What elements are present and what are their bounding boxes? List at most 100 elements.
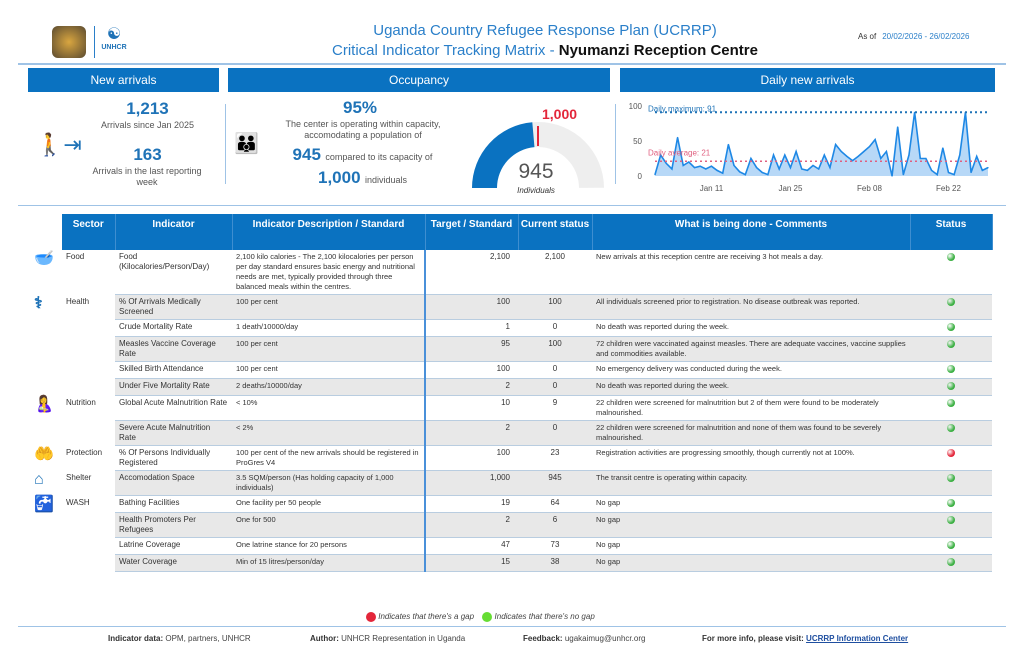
x-tick-label: Feb 22 bbox=[936, 184, 961, 193]
indicator-cell: Latrine Coverage bbox=[115, 537, 232, 555]
data-point bbox=[750, 157, 752, 160]
header-divider bbox=[18, 63, 1006, 65]
centre-name: Nyumanzi Reception Centre bbox=[558, 42, 758, 59]
x-tick-label: Jan 11 bbox=[700, 184, 724, 193]
comment-cell: All individuals screened prior to regist… bbox=[592, 294, 910, 320]
data-point bbox=[891, 175, 893, 177]
status-dot-icon bbox=[947, 382, 955, 390]
target-cell: 19 bbox=[425, 495, 518, 513]
current-status-cell: 23 bbox=[518, 445, 592, 471]
table-row: Protection % Of Persons Individually Reg… bbox=[62, 445, 992, 471]
description-cell: 3.5 SQM/person (Has holding capacity of … bbox=[232, 470, 426, 496]
daily-arrivals-chart: 0 50 100 Jan 11 Jan 25 Feb 08 Feb 22 Daily maxi… bbox=[629, 102, 989, 193]
data-point bbox=[930, 169, 933, 171]
target-cell: 2 bbox=[425, 512, 518, 538]
description-cell: 2,100 kilo calories - The 2,100 kilocalo… bbox=[232, 250, 426, 295]
author-value: UNHCR Representation in Uganda bbox=[341, 634, 466, 643]
status-dot-icon bbox=[947, 516, 955, 524]
walking-person-icon: 🚶⇥ bbox=[36, 132, 82, 157]
data-point bbox=[761, 171, 763, 174]
data-point bbox=[739, 171, 741, 173]
data-point bbox=[795, 150, 797, 153]
description-cell: One for 500 bbox=[232, 512, 426, 538]
table-row: Latrine Coverage One latrine stance for … bbox=[62, 537, 992, 555]
sector-cell bbox=[62, 554, 115, 572]
target-cell: 100 bbox=[425, 361, 518, 379]
table-row: Nutrition Global Acute Malnutrition Rate… bbox=[62, 395, 992, 421]
arrivals-week-label: Arrivals in the last reporting week bbox=[92, 166, 202, 187]
unhcr-logo-text: UNHCR bbox=[101, 44, 127, 51]
column-header: Indicator bbox=[115, 214, 233, 250]
comment-cell: Registration activities are progressing … bbox=[592, 445, 910, 471]
indicator-cell: Food (Kilocalories/Person/Day) bbox=[115, 250, 232, 295]
sector-cell bbox=[62, 319, 115, 337]
footer-more-info: For more info, please visit: UCRRP Infor… bbox=[702, 634, 908, 643]
data-point bbox=[936, 174, 938, 176]
max-label: Daily maximum: 91 bbox=[648, 104, 717, 113]
unhcr-logo: ☯ UNHCR bbox=[101, 26, 127, 51]
sector-cell: Shelter bbox=[62, 470, 115, 496]
data-point bbox=[778, 168, 780, 170]
data-point bbox=[835, 143, 837, 146]
status-dot-icon bbox=[947, 474, 955, 482]
data-point bbox=[755, 167, 758, 169]
data-point bbox=[829, 167, 831, 169]
table-row: Crude Mortality Rate 1 death/10000/day 1… bbox=[62, 319, 992, 337]
status-cell bbox=[910, 319, 992, 337]
data-point bbox=[953, 174, 955, 176]
current-status-cell: 2,100 bbox=[518, 250, 592, 295]
feedback-email[interactable]: ugakaimug@unhcr.org bbox=[564, 634, 646, 643]
gauge-fill bbox=[472, 122, 535, 188]
current-status-cell: 100 bbox=[518, 294, 592, 320]
column-header: Current status bbox=[518, 214, 593, 250]
compared-label: compared to its capacity of bbox=[325, 152, 433, 162]
status-cell bbox=[910, 495, 992, 513]
status-cell bbox=[910, 250, 992, 295]
comment-cell: No gap bbox=[592, 512, 910, 538]
target-cell: 15 bbox=[425, 554, 518, 572]
footer-divider bbox=[18, 626, 1006, 627]
target-cell: 10 bbox=[425, 395, 518, 421]
data-point bbox=[767, 174, 769, 176]
sector-cell: Nutrition bbox=[62, 395, 115, 421]
data-point bbox=[863, 150, 865, 153]
column-header: Indicator Description / Standard bbox=[232, 214, 426, 250]
individuals-label: individuals bbox=[364, 175, 408, 185]
x-tick-label: Jan 25 bbox=[778, 184, 803, 193]
sector-cell bbox=[62, 361, 115, 379]
indicator-cell: Bathing Facilities bbox=[115, 495, 232, 513]
new-arrivals-heading: New arrivals bbox=[28, 68, 219, 92]
indicator-table: Sector Indicator Indicator Description / S… bbox=[62, 214, 993, 572]
data-point bbox=[857, 155, 859, 157]
current-status-cell: 0 bbox=[518, 319, 592, 337]
information-center-link[interactable]: UCRRP Information Center bbox=[806, 634, 909, 643]
indicator-cell: Global Acute Malnutrition Rate bbox=[115, 395, 232, 421]
data-point bbox=[987, 167, 989, 169]
status-dot-icon bbox=[947, 558, 955, 566]
column-header: What is being done - Comments bbox=[592, 214, 911, 250]
indicator-cell: Measles Vaccine Coverage Rate bbox=[115, 336, 232, 362]
sector-cell: WASH bbox=[62, 495, 115, 513]
nutrition-mother-child-icon: 🤱 bbox=[34, 396, 54, 413]
sector-cell bbox=[62, 512, 115, 538]
comment-cell: No gap bbox=[592, 495, 910, 513]
footer-author: Author: UNHCR Representation in Uganda bbox=[310, 634, 465, 643]
target-cell: 2,100 bbox=[425, 250, 518, 295]
comment-cell: No gap bbox=[592, 554, 910, 572]
status-dot-icon bbox=[947, 298, 955, 306]
arrivals-total-label: Arrivals since Jan 2025 bbox=[100, 120, 195, 130]
indicator-cell: Severe Acute Malnutrition Rate bbox=[115, 420, 232, 446]
data-point bbox=[744, 174, 746, 176]
description-cell: < 10% bbox=[232, 395, 426, 421]
data-point bbox=[981, 169, 983, 171]
column-header: Target / Standard bbox=[425, 214, 519, 250]
data-point bbox=[784, 154, 786, 156]
arrivals-total: 1,213 bbox=[126, 99, 169, 118]
data-point bbox=[823, 154, 825, 156]
occupancy-heading: Occupancy bbox=[228, 68, 610, 92]
current-status-cell: 38 bbox=[518, 554, 592, 572]
data-point bbox=[902, 174, 904, 176]
indicator-cell: Health Promoters Per Refugees bbox=[115, 512, 232, 538]
description-cell: One latrine stance for 20 persons bbox=[232, 537, 426, 555]
occupancy-capacity: 1,000 individuals bbox=[265, 168, 460, 189]
